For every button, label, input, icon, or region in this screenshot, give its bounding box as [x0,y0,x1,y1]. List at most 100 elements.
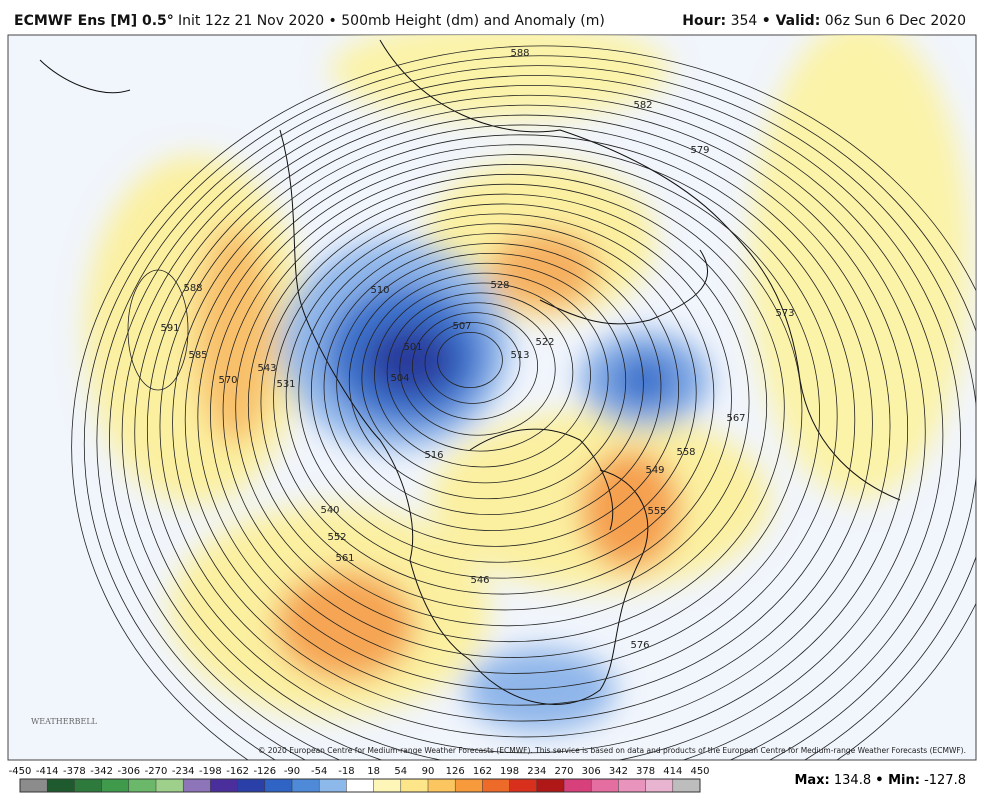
valid: 06z Sun 6 Dec 2020 [825,13,966,29]
colorbar-swatch [292,779,320,792]
contour [121,85,944,760]
colorbar-tick-label: -18 [338,766,354,777]
contour [247,183,768,627]
contour [235,173,785,643]
colorbar-tick-label: 90 [422,766,435,777]
colorbar-tick-label: -54 [311,766,327,777]
coastline [279,129,649,705]
valid-info: Hour: 354 • Valid: 06z Sun 6 Dec 2020 [682,13,966,29]
anomaly-area [465,648,615,732]
copyright: © 2020 European Centre for Medium-range … [258,746,966,755]
contour [437,331,503,388]
contour-label: 507 [452,321,471,332]
contour [298,223,697,563]
coastline [539,249,709,325]
contour-label: 555 [647,506,666,517]
coastline [379,39,901,501]
contour [210,154,820,674]
colorbar-tick-label: 18 [367,766,380,777]
colorbar-swatch [183,779,211,792]
contour-label: 531 [276,379,295,390]
colorbar-tick-label: 342 [609,766,628,777]
subtitle: Init 12z 21 Nov 2020 • 500mb Height (dm)… [178,13,605,29]
contour-label: 510 [370,285,389,296]
colorbar-swatch [47,779,75,792]
contour [96,65,976,760]
colorbar-tick-label: -378 [63,766,86,777]
colorbar-tick-label: -126 [253,766,276,777]
contour [159,114,891,738]
contour [386,292,574,452]
anomaly-area [615,355,675,405]
colorbar-tick-label: 198 [500,766,519,777]
colorbar-tick-label: 54 [394,766,407,777]
model-title: ECMWF Ens [M] 0.5° [14,13,174,29]
hour: 354 [731,13,758,29]
coastlines [39,39,901,705]
contour-label: 549 [645,465,664,476]
colorbar-swatch [509,779,537,792]
contour [260,193,750,611]
colorbar-swatch [373,779,401,792]
contour [374,282,591,468]
contour [222,164,803,658]
colorbar-swatch [210,779,238,792]
contour [348,262,627,500]
colorbar-swatch [74,779,102,792]
contour-label: 561 [335,553,354,564]
colorbar-swatch [536,779,564,792]
height-contours [71,45,976,760]
contour [424,322,521,404]
contour-label: 588 [510,48,529,59]
contour-label: 540 [320,505,339,516]
colorbar-tick-label: -306 [117,766,140,777]
contour [336,252,644,516]
colorbar-tick-label: 162 [473,766,492,777]
contour-label: 576 [630,640,649,651]
colorbar-swatch [319,779,347,792]
contour-label: 522 [535,337,554,348]
max-min: Max: 134.8 • Min: -127.8 [794,773,966,788]
contour-label: 585 [188,350,207,361]
colorbar-swatch [237,779,265,792]
colorbar-swatch [591,779,619,792]
contour [361,272,609,484]
contour [310,233,680,547]
anomaly-shading [85,35,970,732]
contour [146,104,909,754]
contour-label: 573 [775,308,794,319]
colorbar-swatch [346,779,374,792]
anomaly-area [490,230,600,310]
colorbar-tick-label: -90 [284,766,300,777]
contour [197,144,838,690]
contour-label: 528 [490,280,509,291]
contour-label: 546 [470,575,489,586]
colorbar-tick-label: -450 [9,766,32,777]
min-label: • Min: [875,773,920,788]
anomaly-area [580,450,680,570]
contour [71,45,976,760]
colorbar-tick-label: -270 [145,766,168,777]
colorbar-swatch [482,779,510,792]
contour-label: 588 [183,283,202,294]
contour [134,94,926,760]
colorbar-swatch [156,779,184,792]
hour-label: Hour: [682,13,726,29]
colorbar-tick-label: -198 [199,766,222,777]
colorbar-tick-label: -162 [226,766,249,777]
contour-label: 570 [218,375,237,386]
contour [83,55,976,760]
colorbar-tick-label: 270 [554,766,573,777]
colorbar-tick-label: 126 [446,766,465,777]
coastline [39,59,131,94]
contour-label: 543 [257,363,276,374]
contour [399,302,556,436]
colorbar-swatch [128,779,156,792]
colorbar-tick-label: -342 [90,766,113,777]
contour-label: 591 [160,323,179,334]
contour-label: 582 [633,100,652,111]
max: 134.8 [834,773,871,788]
contour-label: 579 [690,145,709,156]
contour [273,203,732,595]
